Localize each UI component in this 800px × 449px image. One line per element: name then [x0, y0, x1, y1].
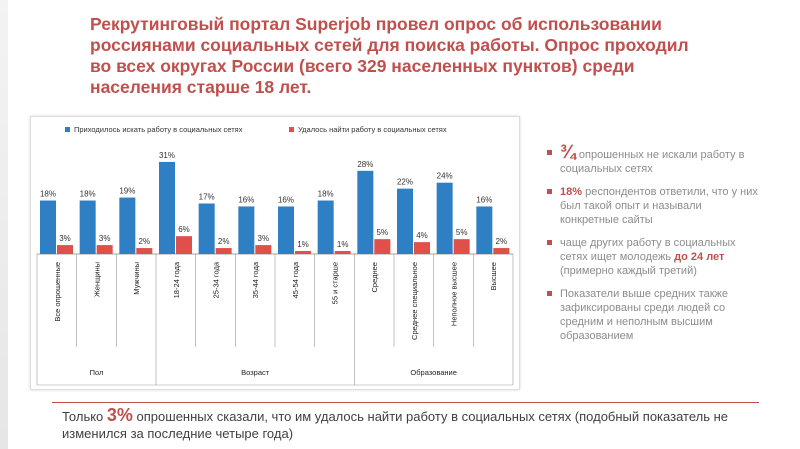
data-label-series-2: 3%	[59, 234, 71, 243]
legend-swatch	[65, 127, 70, 132]
note-3-pre: чаще других работу в социальных сетях ищ…	[560, 237, 736, 263]
data-label-series-1: 17%	[199, 193, 215, 202]
bar-series-2	[176, 236, 192, 254]
bar-series-1	[159, 161, 175, 254]
bar-series-1	[317, 200, 334, 254]
bar-chart: Приходилось искать работу в социальных с…	[36, 125, 514, 386]
footer-divider	[52, 402, 759, 403]
bar-series-2	[57, 245, 73, 254]
legend-swatch	[289, 127, 294, 132]
data-label-series-1: 18%	[80, 190, 96, 199]
bar-series-2	[215, 248, 232, 254]
bar-series-1	[278, 206, 294, 254]
note-2-text: респондентов ответили, что у них был так…	[560, 186, 758, 226]
bullet-icon	[547, 150, 552, 155]
bar-series-1	[40, 200, 56, 254]
bar-series-1	[238, 206, 255, 254]
bar-series-1	[119, 197, 136, 254]
data-label-series-1: 16%	[238, 195, 254, 204]
data-label-series-1: 19%	[119, 187, 135, 196]
note-1-value: ¾	[560, 142, 576, 163]
group-label: Возраст	[241, 368, 270, 377]
bar-series-2	[136, 248, 153, 254]
data-label-series-2: 2%	[496, 237, 508, 246]
slide-left-bar	[0, 0, 8, 449]
note-4: Показатели выше средних также зафиксиров…	[544, 287, 760, 343]
bar-series-1	[476, 206, 493, 254]
note-3: чаще других работу в социальных сетях ищ…	[544, 236, 760, 278]
category-label: Мужчины	[132, 262, 141, 295]
data-label-series-2: 3%	[258, 234, 270, 243]
bar-series-2	[334, 251, 351, 254]
data-label-series-1: 24%	[437, 172, 453, 181]
bar-series-1	[79, 200, 96, 254]
bar-series-1	[397, 188, 413, 254]
data-label-series-2: 5%	[377, 228, 389, 237]
chart-container: Приходилось искать работу в социальных с…	[30, 116, 520, 390]
category-label: Среднее специальное	[410, 262, 419, 340]
data-label-series-2: 4%	[416, 231, 428, 240]
sidebar-notes: ¾ опрошенных не искали работу в социальн…	[544, 143, 760, 352]
data-label-series-2: 1%	[297, 240, 309, 249]
data-label-series-1: 16%	[476, 195, 492, 204]
bar-series-2	[414, 242, 430, 254]
group-label: Пол	[90, 368, 104, 377]
category-label: Женщины	[93, 262, 102, 297]
category-label: 55 и старше	[331, 262, 340, 304]
data-label-series-2: 5%	[456, 228, 468, 237]
footer-pre: Только	[62, 409, 107, 424]
bar-series-1	[436, 182, 453, 254]
data-label-series-1: 22%	[397, 178, 413, 187]
bullet-icon	[547, 189, 552, 194]
data-label-series-1: 28%	[357, 160, 373, 169]
legend-label: Удалось найти работу в социальных сетях	[298, 125, 447, 134]
note-1: ¾ опрошенных не искали работу в социальн…	[544, 143, 760, 176]
note-3-post: (примерно каждый третий)	[560, 265, 697, 277]
note-4-text: Показатели выше средних также зафиксиров…	[560, 288, 729, 342]
note-2: 18% респондентов ответили, что у них был…	[544, 185, 760, 227]
footer-post: опрошенных сказали, что им удалось найти…	[62, 409, 728, 441]
note-1-text: опрошенных не искали работу в социальных…	[560, 149, 745, 175]
data-label-series-1: 31%	[159, 151, 175, 160]
bullet-icon	[547, 240, 552, 245]
bar-series-2	[255, 245, 272, 254]
bar-series-2	[493, 248, 510, 254]
category-label: Высшее	[489, 262, 498, 291]
legend-label: Приходилось искать работу в социальных с…	[74, 125, 243, 134]
data-label-series-2: 3%	[99, 234, 111, 243]
data-label-series-1: 18%	[40, 190, 56, 199]
bar-series-2	[96, 245, 113, 254]
category-label: 18-24 года	[172, 261, 181, 298]
footer-text: Только 3% опрошенных сказали, что им уда…	[62, 405, 752, 442]
bar-series-1	[198, 203, 215, 254]
category-label: 25-34 года	[212, 261, 221, 298]
category-label: Среднее	[370, 262, 379, 292]
bullet-icon	[547, 291, 552, 296]
data-label-series-2: 6%	[178, 225, 190, 234]
bar-series-2	[374, 239, 391, 254]
data-label-series-1: 16%	[278, 195, 294, 204]
data-label-series-2: 2%	[139, 237, 151, 246]
note-2-value: 18%	[560, 186, 583, 198]
category-label: 45-54 года	[291, 261, 300, 298]
data-label-series-2: 2%	[218, 237, 230, 246]
category-label: Неполное высшее	[450, 262, 459, 326]
bar-series-2	[453, 239, 470, 254]
footer-value: 3%	[106, 405, 133, 425]
bar-series-1	[357, 170, 374, 254]
note-3-value: до 24 лет	[674, 251, 725, 263]
group-label: Образование	[410, 368, 457, 377]
bar-series-2	[295, 251, 311, 254]
category-label: 35-44 года	[251, 261, 260, 298]
category-label: Все опрошенные	[53, 262, 62, 322]
slide-title: Рекрутинговый портал Superjob провел опр…	[90, 14, 689, 97]
data-label-series-2: 1%	[337, 240, 349, 249]
data-label-series-1: 18%	[318, 190, 334, 199]
